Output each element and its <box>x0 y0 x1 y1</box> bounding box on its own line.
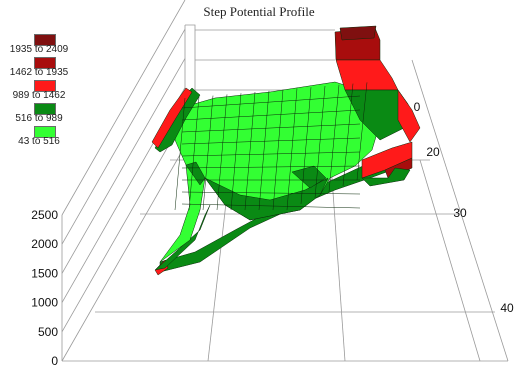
z-gridline <box>61 116 186 332</box>
mesh-line <box>181 123 361 133</box>
legend-label: 989 to 1462 <box>12 90 66 101</box>
legend-swatch <box>34 80 56 92</box>
mesh-line <box>202 95 214 211</box>
mesh-line <box>258 90 270 211</box>
legend-item: 1935 to 2409 <box>6 34 70 57</box>
z-tick-label: 500 <box>38 325 58 339</box>
surface-valley <box>204 177 329 221</box>
mesh-line <box>188 96 200 211</box>
z-tick-label: 0 <box>51 354 58 368</box>
mesh-line <box>181 109 361 121</box>
mesh-line <box>314 85 326 199</box>
mesh-line <box>181 137 361 145</box>
z-tick-label: 1000 <box>31 296 58 310</box>
depth-tick-label: 40 <box>500 301 514 315</box>
mesh-line <box>216 94 228 211</box>
right-edge <box>411 59 509 362</box>
legend-item: 989 to 1462 <box>6 80 70 103</box>
z-gridline <box>61 0 186 216</box>
legend-swatch <box>34 126 56 138</box>
legend-label: 516 to 989 <box>15 113 63 124</box>
mesh-line <box>181 151 361 157</box>
legend-item: 516 to 989 <box>6 103 70 126</box>
surface-mesh <box>151 25 421 276</box>
legend-item: 43 to 516 <box>6 126 70 149</box>
surface-ridge-right <box>397 89 421 143</box>
legend: 1935 to 2409 1462 to 1935 989 to 1462 516 t… <box>6 34 70 149</box>
mesh-line <box>174 97 186 211</box>
mesh-line <box>181 165 361 169</box>
mesh-line <box>342 83 354 187</box>
depth-tick-label: 20 <box>426 145 440 159</box>
mesh-line <box>356 82 368 181</box>
floor-grid <box>419 159 481 362</box>
chart-title: Step Potential Profile <box>203 4 315 19</box>
mesh-line <box>230 93 242 211</box>
legend-item: 1462 to 1935 <box>6 57 70 80</box>
legend-swatch <box>34 57 56 69</box>
surface-ridge-front-base <box>361 167 411 187</box>
z-gridline <box>61 29 186 245</box>
legend-label: 1462 to 1935 <box>9 67 69 78</box>
mesh-line <box>181 203 361 209</box>
z-tick-label: 2000 <box>31 237 58 251</box>
mesh-line <box>244 91 256 211</box>
legend-swatch <box>34 103 56 115</box>
surface-tower-peak <box>339 25 377 41</box>
z-tick-label: 2500 <box>31 208 58 222</box>
legend-label: 1935 to 2409 <box>9 44 69 55</box>
surface-tower-red <box>335 59 399 91</box>
surface-ridge-red <box>151 87 193 149</box>
axis-ticks: 0 500 1000 1500 2000 2500 0 20 30 40 <box>31 100 514 368</box>
mesh-line <box>181 95 361 109</box>
mesh-line <box>181 191 361 195</box>
mesh-line <box>328 84 340 193</box>
legend-swatch <box>34 34 56 46</box>
depth-tick-label: 0 <box>414 100 421 114</box>
mesh-line <box>286 88 298 211</box>
surface-wall-left <box>154 204 211 271</box>
legend-label: 43 to 516 <box>18 136 60 147</box>
mesh-line <box>272 89 284 211</box>
z-tick-label: 1500 <box>31 266 58 280</box>
z-gridline <box>61 58 186 274</box>
z-gridline <box>61 145 186 362</box>
mesh-line <box>300 87 312 205</box>
depth-tick-label: 30 <box>453 206 467 220</box>
